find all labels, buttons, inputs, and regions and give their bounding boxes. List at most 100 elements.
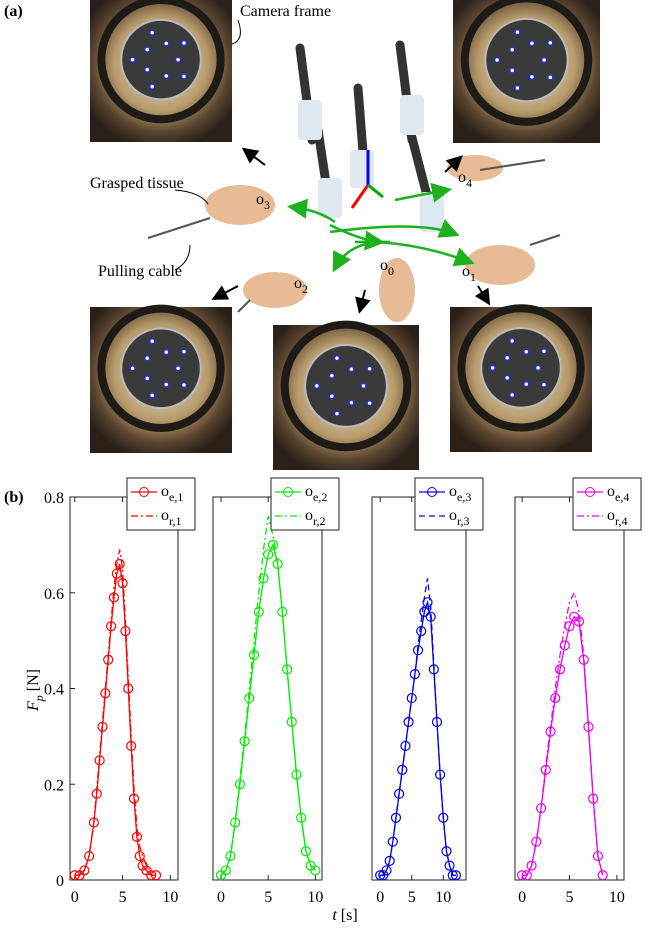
point-label: o2 [294,275,308,296]
motion-arrows [287,182,475,273]
annotation: Grasped tissue [90,175,184,192]
data-point [381,865,392,876]
data-point [406,692,417,704]
label-subscript: r,4 [615,514,628,528]
label-subscript: 2 [302,282,308,296]
marker-dot [328,392,336,400]
data-point [114,558,125,570]
camera-ring [460,0,593,126]
data-point [531,836,542,847]
legend-label: oe,4 [607,483,629,504]
marker-dot [503,354,511,362]
marker-dot [163,381,170,388]
data-point [94,755,105,766]
frame-axes [350,150,384,209]
panel-label: (a) [4,3,23,20]
marker-dot [174,56,182,63]
data-point [447,870,458,881]
panel-label: (b) [4,489,24,506]
marker-dot [348,399,355,406]
label-subscript: 3 [264,198,270,212]
data-point [100,688,111,699]
marker-dot [148,392,156,399]
legend-label: or,2 [305,507,326,528]
data-point [559,640,570,651]
marker-dot [534,364,542,372]
legend-label: oe,1 [161,483,183,504]
x-tick-label: 0 [518,889,526,906]
annotation: Camera frame [240,3,331,20]
x-tick-label: 0 [217,889,225,906]
data-point [253,606,264,618]
label-base: o [161,483,169,500]
label-subscript: r,1 [169,514,182,528]
label-subscript: e,3 [457,490,471,504]
x-tick-label: 0 [71,889,79,906]
data-point [592,850,604,862]
label-base: F [25,701,42,712]
legend: oe,1o r,1 [126,477,196,531]
point-label: o3 [256,191,270,212]
x-axis-label: t [s] [332,907,357,924]
data-point [220,865,231,876]
x-tick-label: 5 [566,889,574,906]
legend-swatch [283,487,293,497]
data-point [384,855,395,866]
marker-dot [333,354,341,362]
label-subscript: r,2 [313,514,326,528]
plot-area [212,496,323,881]
marker-dot [143,375,151,382]
data-point [597,870,608,881]
legend: oe,2or,2 [270,477,340,531]
data-point [128,793,140,804]
marker-dot [163,348,170,356]
marker-dot [180,73,188,80]
data-point [258,573,269,584]
label-subscript: e,1 [169,490,183,504]
marker-dot [528,40,536,47]
marker-dot [143,46,151,53]
x-tick-label: 10 [435,889,451,906]
marker-dot [508,337,516,345]
series-line [74,549,157,876]
marker-dot [180,348,188,355]
data-point [554,664,566,675]
sensor-plate [484,17,569,103]
legend-swatch [585,487,595,497]
x-tick-label: 10 [307,889,323,906]
label-base: o [462,263,470,280]
marker-dot [348,365,355,373]
point-label: o1 [462,263,476,284]
series-line [380,578,456,876]
label-base: o [305,483,313,500]
marker-dot [508,46,516,53]
data-point [79,865,90,876]
y-tick-label: 0.8 [44,490,64,507]
marker-dot [174,365,182,372]
cables [147,159,561,313]
sensor-plate [120,327,202,410]
data-point [310,865,321,876]
legend-label: oe,2 [305,483,327,504]
marker-dot [143,355,151,362]
data-point [375,870,386,881]
legend-box [270,477,340,531]
tissue [205,155,535,322]
legend: oe,3or,3 [414,477,484,531]
plot-area [371,496,467,881]
data-point [588,793,599,804]
direction-arrows [211,147,491,314]
legend: oe,4or,4 [572,477,642,531]
plot-area [514,496,625,881]
data-point [390,812,402,823]
data-point [422,597,433,608]
legend-swatch [139,487,149,497]
marker-dot [366,399,373,407]
legend-box [126,477,196,531]
label-subscript: r,3 [457,514,470,528]
